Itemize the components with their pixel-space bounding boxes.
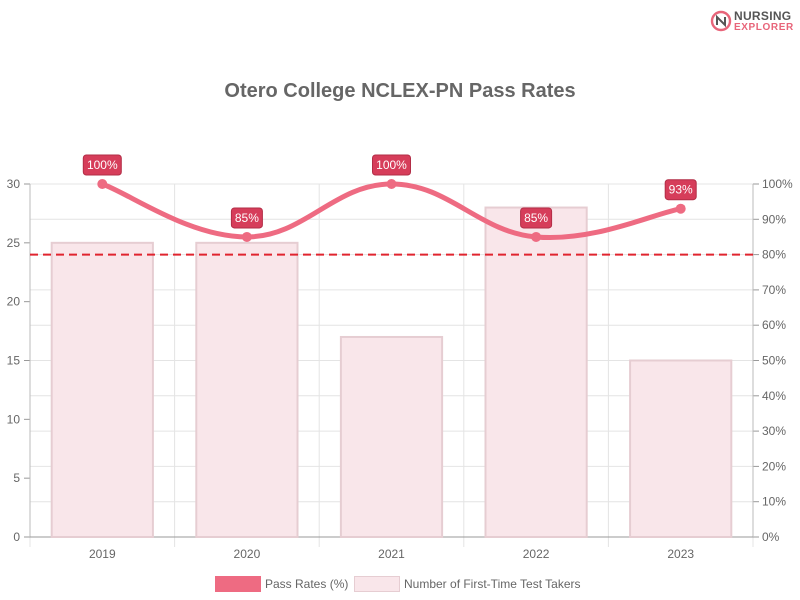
pass-rate-data-label: 85%	[524, 211, 548, 225]
pass-rate-point	[241, 231, 252, 242]
y-right-tick-label: 20%	[762, 459, 786, 473]
x-tick-label: 2019	[89, 547, 116, 561]
pass-rate-label-box	[520, 207, 553, 229]
pass-rate-data-label: 100%	[376, 158, 407, 172]
bar-test-takers	[339, 335, 444, 539]
y-left-tick-label: 5	[13, 471, 20, 485]
pass-rate-label-box	[82, 154, 122, 176]
x-tick-label: 2023	[667, 547, 694, 561]
pass-rate-point	[386, 179, 397, 189]
logo-badge-icon	[710, 10, 732, 32]
pass-rate-line	[99, 181, 684, 241]
pass-rate-data-label: 100%	[87, 158, 118, 172]
x-tick-label: 2022	[523, 547, 550, 561]
y-left-tick-label: 10	[7, 412, 21, 426]
y-right-tick-label: 10%	[762, 495, 786, 509]
pass-rate-data-label: 85%	[235, 211, 259, 225]
y-left-tick-label: 30	[7, 177, 21, 191]
pass-rate-point	[97, 179, 108, 189]
y-right-tick-label: 0%	[762, 530, 780, 544]
x-tick-label: 2021	[378, 547, 405, 561]
pass-rate-label-box	[230, 207, 263, 229]
legend-swatch-pass-rates	[215, 576, 261, 592]
y-right-tick-label: 30%	[762, 424, 786, 438]
y-left-tick-label: 20	[7, 295, 21, 309]
y-left-tick-label: 25	[7, 236, 21, 250]
bar-test-takers	[195, 241, 299, 538]
legend-item-test-takers[interactable]: Number of First-Time Test Takers	[354, 575, 580, 593]
legend-label-test-takers: Number of First-Time Test Takers	[404, 577, 581, 591]
y-right-tick-label: 80%	[762, 248, 786, 262]
chart-title: Otero College NCLEX-PN Pass Rates	[224, 80, 576, 102]
bar-test-takers	[484, 206, 588, 539]
pass-rate-label-box	[664, 179, 697, 201]
y-right-tick-label: 40%	[762, 389, 786, 403]
legend-item-pass-rates[interactable]: Pass Rates (%)	[215, 575, 348, 593]
logo-text-line2: EXPLORER	[734, 22, 794, 33]
y-left-tick-label: 15	[7, 354, 21, 368]
nursing-explorer-logo: NURSING EXPLORER	[710, 8, 794, 36]
y-right-tick-label: 70%	[762, 283, 786, 297]
y-left-tick-label: 0	[13, 530, 20, 544]
y-right-tick-label: 100%	[762, 177, 793, 191]
legend-swatch-test-takers	[354, 576, 400, 592]
y-right-tick-label: 90%	[762, 212, 786, 226]
logo-text-line1: NURSING	[734, 9, 792, 23]
x-tick-label: 2020	[234, 547, 261, 561]
legend-label-pass-rates: Pass Rates (%)	[265, 577, 349, 591]
pass-rate-point	[531, 231, 542, 242]
pass-rate-label-box	[372, 154, 411, 176]
bar-test-takers	[629, 359, 733, 538]
pass-rate-data-label: 93%	[669, 183, 693, 197]
y-right-tick-label: 50%	[762, 354, 786, 368]
y-right-tick-label: 60%	[762, 318, 786, 332]
pass-rate-point	[675, 203, 686, 214]
bar-test-takers	[50, 241, 154, 538]
chart-legend: Pass Rates (%) Number of First-Time Test…	[0, 575, 800, 595]
